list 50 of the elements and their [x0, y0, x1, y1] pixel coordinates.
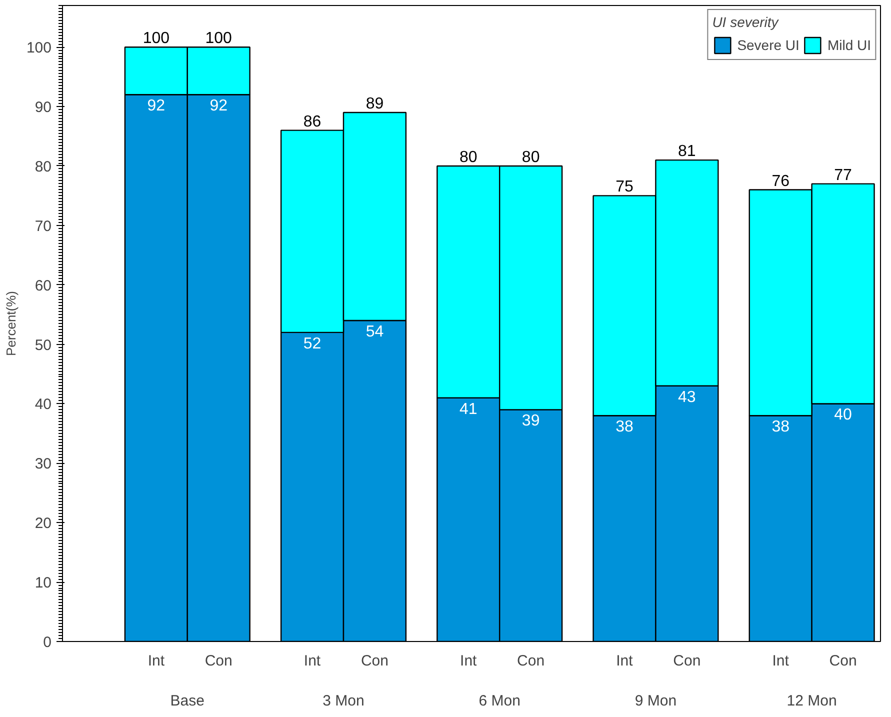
- y-tick-label: 40: [34, 396, 52, 414]
- total-label: 77: [834, 166, 852, 184]
- x-tick-label: Int: [148, 652, 166, 670]
- y-tick-label: 20: [34, 515, 52, 532]
- data-label: 92: [210, 98, 228, 115]
- data-label: 38: [772, 418, 790, 436]
- x-tick-label: Int: [616, 652, 634, 670]
- y-axis-title: Percent(%): [3, 290, 18, 356]
- text: 6 Mon: [478, 692, 520, 710]
- legend-label: Severe UI: [737, 37, 800, 53]
- x-tick-label: Con: [517, 652, 545, 670]
- data-label: 92: [147, 98, 166, 115]
- total-label: 89: [366, 95, 384, 112]
- text: 9 Mon: [634, 692, 677, 710]
- y-tick-label: 0: [43, 634, 52, 651]
- data-label: 54: [366, 324, 384, 341]
- text: Base: [170, 692, 204, 710]
- total-label: 81: [678, 143, 696, 160]
- y-tick-label: 80: [34, 158, 52, 176]
- x-tick-label: Con: [204, 652, 232, 670]
- total-label: 80: [459, 148, 478, 166]
- legend-label: Mild UI: [827, 37, 871, 53]
- text: 12 Mon: [786, 692, 837, 710]
- y-tick-label: 30: [34, 456, 52, 473]
- x-tick-label: Con: [829, 652, 857, 670]
- y-tick-label: 50: [34, 336, 52, 354]
- total-label: 100: [142, 30, 170, 48]
- x-tick-label: Int: [460, 652, 478, 670]
- y-tick-label: 70: [34, 218, 52, 235]
- x-tick-label: Int: [772, 652, 790, 670]
- data-label: 39: [522, 412, 540, 430]
- data-label: 41: [459, 400, 478, 418]
- data-label: 38: [616, 418, 634, 436]
- y-tick-label: 60: [34, 277, 52, 294]
- data-label: 43: [678, 388, 696, 406]
- total-label: 76: [772, 172, 790, 190]
- x-tick-label: Int: [304, 652, 322, 670]
- y-tick-label: 90: [34, 99, 52, 116]
- text: 3 Mon: [322, 692, 364, 710]
- x-tick-label: Con: [360, 652, 388, 670]
- total-label: 86: [303, 113, 322, 130]
- y-tick-label: 100: [26, 40, 52, 57]
- total-label: 80: [522, 148, 540, 166]
- legend-title: UI severity: [712, 14, 780, 30]
- x-tick-label: Con: [673, 652, 701, 670]
- data-label: 40: [834, 406, 852, 424]
- total-label: 75: [616, 178, 634, 196]
- total-label: 100: [205, 30, 232, 48]
- data-label: 52: [303, 335, 322, 352]
- y-tick-label: 10: [34, 574, 52, 592]
